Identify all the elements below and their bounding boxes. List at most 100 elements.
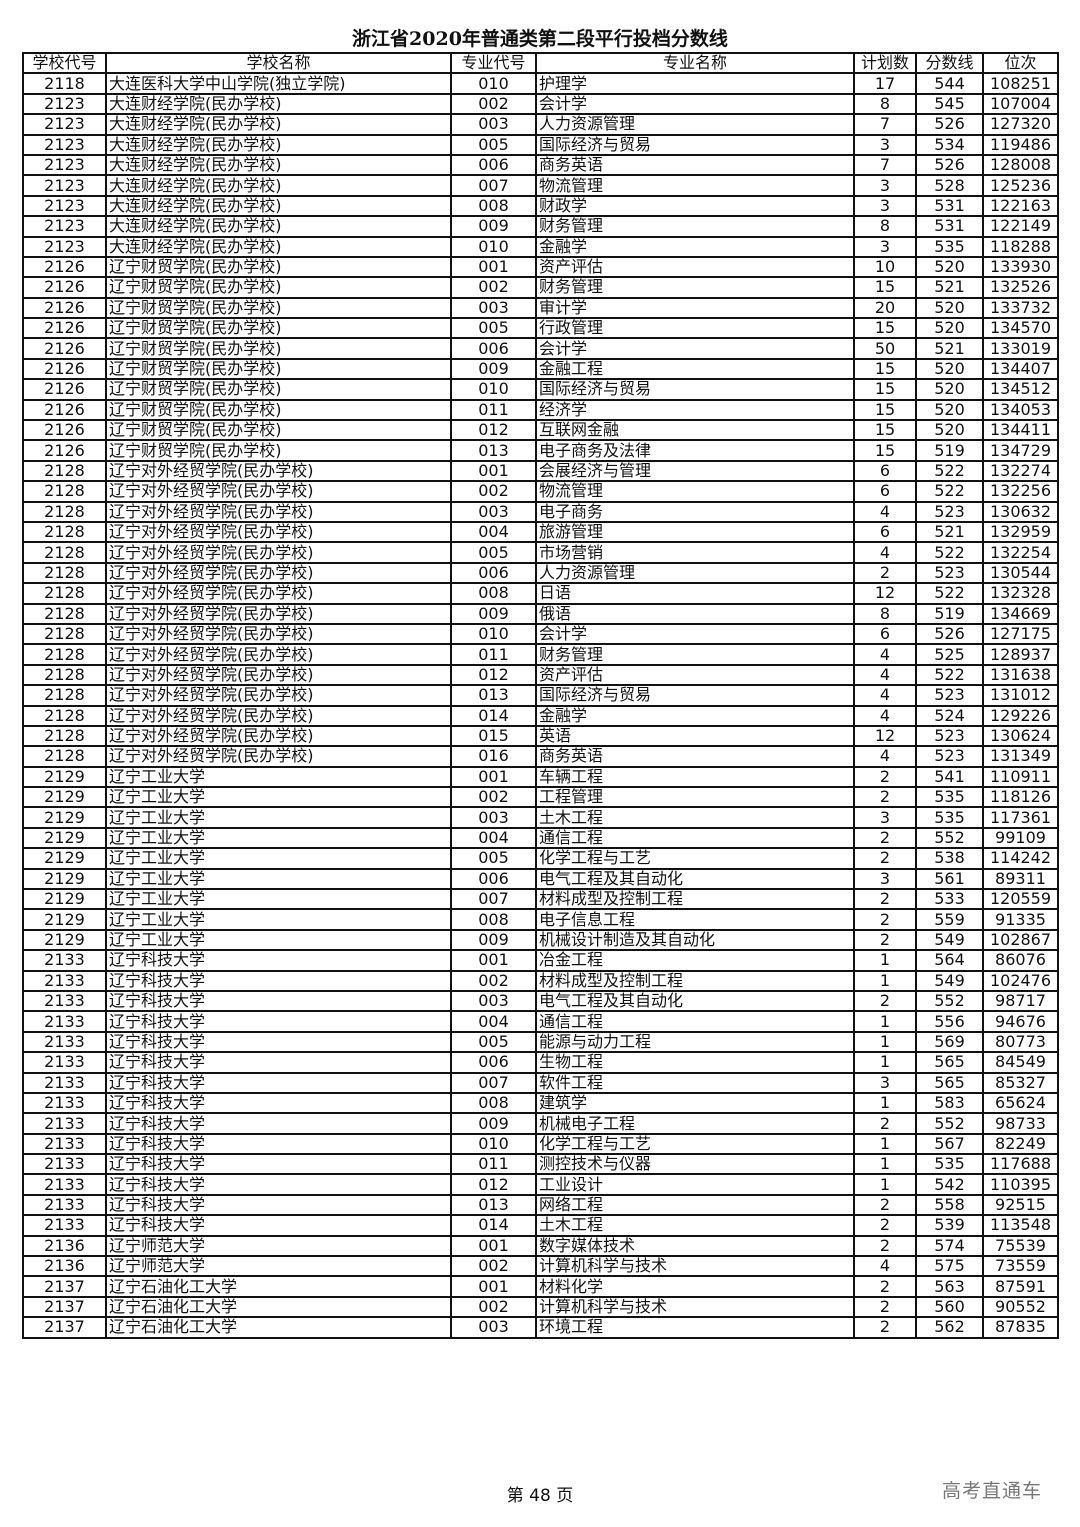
cell-school-code: 2137 [22, 1275, 107, 1298]
cell-major-name: 材料成型及控制工程 [535, 969, 855, 992]
cell-major-code: 013 [450, 439, 537, 462]
cell-school-name: 辽宁工业大学 [105, 847, 452, 870]
cell-school-code: 2129 [22, 928, 107, 952]
cell-rank: 87591 [982, 1275, 1059, 1298]
header-major-name: 专业名称 [535, 51, 855, 75]
cell-plan-count: 4 [853, 745, 917, 768]
cell-school-code: 2136 [22, 1234, 107, 1258]
cell-major-name: 材料成型及控制工程 [535, 887, 855, 911]
cell-plan-count: 7 [853, 113, 917, 136]
cell-rank: 134669 [982, 602, 1059, 625]
table-row: 2128 辽宁对外经贸学院(民办学校) 016 商务英语 4 523 131349 [22, 745, 1059, 768]
cell-plan-count: 4 [853, 500, 917, 524]
table-row: 2128 辽宁对外经贸学院(民办学校) 012 资产评估 4 522 131638 [22, 663, 1059, 687]
cell-score-line: 574 [915, 1234, 984, 1258]
cell-rank: 99109 [982, 826, 1059, 850]
table-row: 2123 大连财经学院(民办学校) 008 财政学 3 531 122163 [22, 194, 1059, 218]
cell-score-line: 563 [915, 1275, 984, 1298]
cell-school-name: 辽宁石油化工大学 [105, 1316, 452, 1339]
cell-school-name: 辽宁财贸学院(民办学校) [105, 276, 452, 299]
table-row: 2123 大连财经学院(民办学校) 007 物流管理 3 528 125236 [22, 174, 1059, 197]
cell-plan-count: 12 [853, 724, 917, 748]
cell-rank: 127320 [982, 113, 1059, 136]
cell-major-code: 001 [450, 1275, 537, 1298]
table-row: 2133 辽宁科技大学 009 机械电子工程 2 552 98733 [22, 1112, 1059, 1135]
table-row: 2118 大连医科大学中山学院(独立学院) 010 护理学 17 544 108251 [22, 72, 1059, 95]
cell-plan-count: 4 [853, 643, 917, 666]
cell-rank: 118288 [982, 235, 1059, 258]
cell-major-name: 通信工程 [535, 826, 855, 850]
cell-plan-count: 2 [853, 826, 917, 850]
cell-school-code: 2123 [22, 174, 107, 197]
table-row: 2136 辽宁师范大学 001 数字媒体技术 2 574 75539 [22, 1234, 1059, 1258]
cell-school-name: 大连财经学院(民办学校) [105, 174, 452, 197]
cell-school-name: 辽宁工业大学 [105, 765, 452, 789]
cell-school-name: 辽宁对外经贸学院(民办学校) [105, 745, 452, 768]
cell-school-code: 2123 [22, 113, 107, 136]
cell-school-code: 2123 [22, 92, 107, 116]
cell-rank: 102476 [982, 969, 1059, 992]
cell-rank: 86076 [982, 949, 1059, 972]
table-row: 2128 辽宁对外经贸学院(民办学校) 002 物流管理 6 522 132256 [22, 480, 1059, 503]
cell-score-line: 544 [915, 72, 984, 95]
cell-rank: 118126 [982, 786, 1059, 809]
cell-rank: 110395 [982, 1173, 1059, 1196]
cell-major-name: 护理学 [535, 72, 855, 95]
cell-school-name: 辽宁工业大学 [105, 806, 452, 829]
cell-school-name: 辽宁师范大学 [105, 1255, 452, 1278]
cell-rank: 122149 [982, 215, 1059, 238]
cell-major-name: 冶金工程 [535, 949, 855, 972]
cell-rank: 87835 [982, 1316, 1059, 1339]
cell-rank: 98717 [982, 989, 1059, 1013]
cell-major-name: 数字媒体技术 [535, 1234, 855, 1258]
cell-school-code: 2118 [22, 72, 107, 95]
cell-school-code: 2126 [22, 276, 107, 299]
cell-school-name: 辽宁工业大学 [105, 908, 452, 931]
table-row: 2128 辽宁对外经贸学院(民办学校) 006 人力资源管理 2 523 130544 [22, 561, 1059, 585]
cell-rank: 130624 [982, 724, 1059, 748]
cell-school-name: 辽宁工业大学 [105, 928, 452, 952]
table-row: 2126 辽宁财贸学院(民办学校) 003 审计学 20 520 133732 [22, 296, 1059, 320]
cell-rank: 98733 [982, 1112, 1059, 1135]
table-row: 2129 辽宁工业大学 006 电气工程及其自动化 3 561 89311 [22, 867, 1059, 891]
cell-major-code: 010 [450, 235, 537, 258]
table-row: 2133 辽宁科技大学 003 电气工程及其自动化 2 552 98717 [22, 989, 1059, 1013]
cell-score-line: 552 [915, 826, 984, 850]
table-row: 2129 辽宁工业大学 008 电子信息工程 2 559 91335 [22, 908, 1059, 931]
cell-school-code: 2126 [22, 439, 107, 462]
cell-rank: 132526 [982, 276, 1059, 299]
cell-rank: 132256 [982, 480, 1059, 503]
cell-major-name: 市场营销 [535, 541, 855, 564]
cell-plan-count: 2 [853, 1295, 917, 1319]
cell-score-line: 533 [915, 887, 984, 911]
cell-score-line: 523 [915, 724, 984, 748]
cell-major-name: 机械电子工程 [535, 1112, 855, 1135]
cell-school-name: 辽宁对外经贸学院(民办学校) [105, 684, 452, 707]
cell-school-code: 2137 [22, 1295, 107, 1319]
table-row: 2133 辽宁科技大学 005 能源与动力工程 1 569 80773 [22, 1030, 1059, 1054]
cell-rank: 122163 [982, 194, 1059, 218]
cell-plan-count: 2 [853, 561, 917, 585]
cell-plan-count: 6 [853, 622, 917, 646]
cell-score-line: 552 [915, 1112, 984, 1135]
cell-major-code: 002 [450, 969, 537, 992]
cell-rank: 134411 [982, 419, 1059, 442]
cell-major-code: 003 [450, 806, 537, 829]
cell-school-name: 辽宁对外经贸学院(民办学校) [105, 663, 452, 687]
table-row: 2133 辽宁科技大学 002 材料成型及控制工程 1 549 102476 [22, 969, 1059, 992]
cell-major-code: 001 [450, 459, 537, 483]
cell-plan-count: 4 [853, 684, 917, 707]
cell-school-code: 2133 [22, 1132, 107, 1156]
cell-rank: 128008 [982, 153, 1059, 177]
cell-school-name: 辽宁对外经贸学院(民办学校) [105, 704, 452, 727]
cell-school-name: 大连财经学院(民办学校) [105, 113, 452, 136]
admission-score-table: 学校代号 学校名称 专业代号 专业名称 计划数 分数线 位次 2118 大连医科大… [22, 51, 1059, 1339]
cell-major-code: 006 [450, 561, 537, 585]
cell-school-name: 辽宁财贸学院(民办学校) [105, 439, 452, 462]
cell-major-name: 商务英语 [535, 153, 855, 177]
cell-major-code: 002 [450, 480, 537, 503]
cell-major-code: 002 [450, 92, 537, 116]
table-row: 2133 辽宁科技大学 010 化学工程与工艺 1 567 82249 [22, 1132, 1059, 1156]
cell-score-line: 559 [915, 908, 984, 931]
cell-school-code: 2128 [22, 622, 107, 646]
